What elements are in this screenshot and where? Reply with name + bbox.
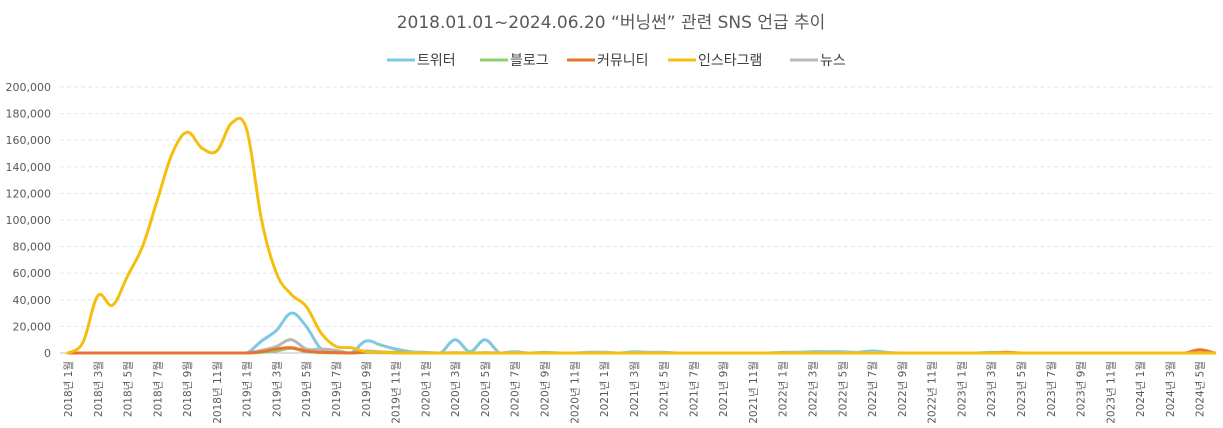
x-tick-label: 2019년 3월 <box>271 361 283 417</box>
x-tick-label: 2018년 3월 <box>93 361 105 417</box>
y-axis-ticks: 0 20,000 40,000 60,000 80,000 100,000 120,000 1… <box>6 81 52 360</box>
x-tick-label: 2023년 5월 <box>1016 361 1028 417</box>
chart-title: 2018.01.01~2024.06.20 “버닝썬” 관련 SNS 언급 추이 <box>397 13 826 33</box>
legend-label: 인스타그램 <box>698 53 762 69</box>
y-tick-label: 60,000 <box>13 267 52 280</box>
y-tick-label: 100,000 <box>6 214 52 227</box>
x-tick-label: 2023년 9월 <box>1076 361 1088 417</box>
y-tick-label: 200,000 <box>6 81 52 94</box>
x-tick-label: 2020년 1월 <box>420 361 432 417</box>
x-tick-label: 2022년 7월 <box>867 361 879 417</box>
x-tick-label: 2022년 1월 <box>778 361 790 417</box>
x-tick-label: 2022년 9월 <box>897 361 909 417</box>
legend-label: 커뮤니티 <box>597 53 649 69</box>
x-tick-label: 2019년 11월 <box>391 361 403 424</box>
y-tick-label: 0 <box>44 347 51 360</box>
x-tick-label: 2024년 5월 <box>1195 361 1207 417</box>
x-tick-label: 2020년 3월 <box>450 361 462 417</box>
x-tick-label: 2021년 11월 <box>748 361 760 424</box>
x-tick-label: 2021년 9월 <box>718 361 730 417</box>
y-tick-label: 40,000 <box>13 294 52 307</box>
x-tick-label: 2023년 11월 <box>1105 361 1117 424</box>
legend-label: 트위터 <box>417 53 456 69</box>
legend-label: 뉴스 <box>820 53 846 69</box>
x-tick-label: 2019년 5월 <box>301 361 313 417</box>
legend-label: 블로그 <box>510 53 549 69</box>
x-tick-label: 2022년 5월 <box>837 361 849 417</box>
x-tick-label: 2019년 7월 <box>331 361 343 417</box>
legend: 트위터 블로그 커뮤니티 인스타그램 뉴스 <box>387 53 846 69</box>
y-tick-label: 80,000 <box>13 241 52 254</box>
y-tick-label: 120,000 <box>6 187 52 200</box>
x-tick-label: 2022년 3월 <box>808 361 820 417</box>
y-tick-label: 140,000 <box>6 161 52 174</box>
x-tick-label: 2023년 1월 <box>956 361 968 417</box>
x-tick-label: 2018년 9월 <box>182 361 194 417</box>
x-tick-label: 2019년 1월 <box>242 361 254 417</box>
x-tick-label: 2021년 5월 <box>659 361 671 417</box>
x-tick-label: 2020년 7월 <box>510 361 522 417</box>
x-tick-label: 2024년 1월 <box>1135 361 1147 417</box>
x-tick-label: 2022년 11월 <box>927 361 939 424</box>
x-tick-label: 2018년 1월 <box>63 361 75 417</box>
y-tick-label: 20,000 <box>13 320 52 333</box>
x-tick-label: 2018년 5월 <box>123 361 135 417</box>
y-tick-label: 160,000 <box>6 134 52 147</box>
x-tick-label: 2020년 11월 <box>569 361 581 424</box>
x-tick-label: 2019년 9월 <box>361 361 373 417</box>
series-line-4 <box>66 116 1217 355</box>
x-tick-label: 2023년 3월 <box>986 361 998 417</box>
x-tick-label: 2023년 7월 <box>1046 361 1058 417</box>
x-tick-label: 2021년 1월 <box>599 361 611 417</box>
x-axis-ticks: 2018년 1월 2018년 3월 2018년 5월 2018년 7월 2018년 9월… <box>63 361 1207 424</box>
x-tick-label: 2020년 9월 <box>539 361 551 417</box>
series-lines <box>66 116 1217 355</box>
y-tick-label: 180,000 <box>6 108 52 121</box>
x-tick-label: 2020년 5월 <box>480 361 492 417</box>
series-line-1 <box>66 311 1217 355</box>
x-tick-label: 2024년 3월 <box>1165 361 1177 417</box>
x-tick-label: 2018년 7월 <box>152 361 164 417</box>
x-tick-label: 2018년 11월 <box>212 361 224 424</box>
x-tick-label: 2021년 7월 <box>688 361 700 417</box>
x-tick-label: 2021년 3월 <box>629 361 641 417</box>
